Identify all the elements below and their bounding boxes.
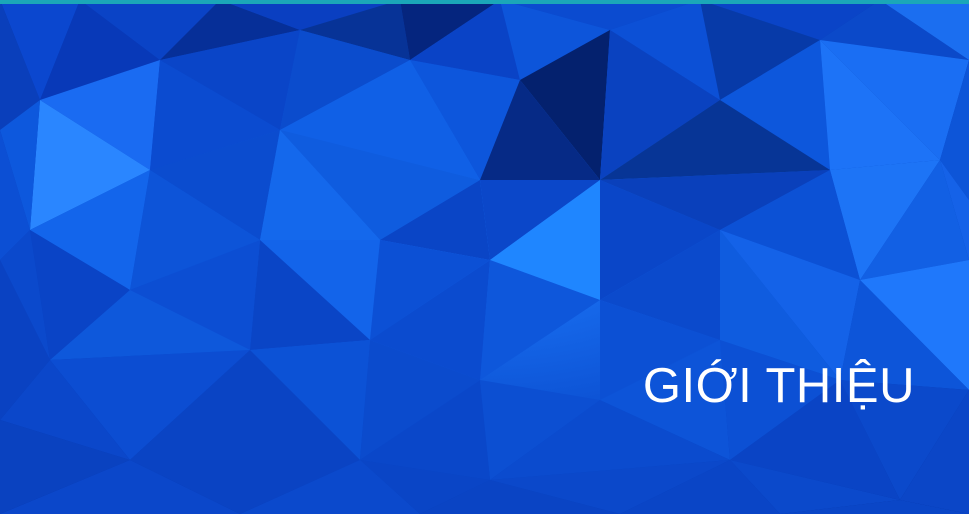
page-title: GIỚI THIỆU [642, 359, 915, 413]
accent-strip [0, 0, 969, 4]
